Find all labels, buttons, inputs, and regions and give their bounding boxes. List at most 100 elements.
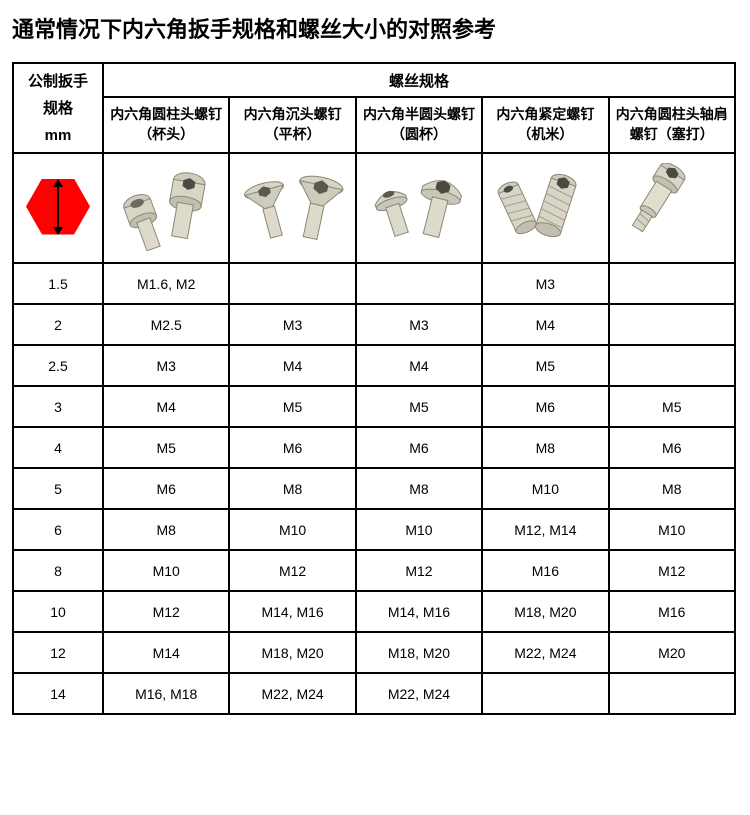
table-row: 10M12M14, M16M14, M16M18, M20M16	[13, 591, 735, 632]
shoulder-screw-icon	[618, 163, 726, 253]
reference-table: 公制扳手 规格 mm 螺丝规格 内六角圆柱头螺钉（杯头） 内六角沉头螺钉（平杯）…	[12, 62, 736, 715]
screw-size-cell: M6	[103, 468, 229, 509]
screw-size-cell: M3	[356, 304, 482, 345]
header-wrench: 公制扳手 规格 mm	[13, 63, 103, 153]
wrench-size-cell: 4	[13, 427, 103, 468]
wrench-size-cell: 8	[13, 550, 103, 591]
column-headers-row: 内六角圆柱头螺钉（杯头） 内六角沉头螺钉（平杯） 内六角半圆头螺钉（圆杯） 内六…	[13, 97, 735, 153]
screw-size-cell: M1.6, M2	[103, 263, 229, 304]
screw-size-cell: M16	[482, 550, 608, 591]
screw-size-cell: M3	[229, 304, 355, 345]
screw-size-cell: M10	[103, 550, 229, 591]
button-head-screw-icon	[365, 168, 473, 248]
screw-size-cell: M8	[229, 468, 355, 509]
screw-size-cell: M4	[103, 386, 229, 427]
wrench-size-cell: 2.5	[13, 345, 103, 386]
screw-size-cell: M5	[609, 386, 735, 427]
table-row: 1.5M1.6, M2 M3	[13, 263, 735, 304]
screw-size-cell: M4	[482, 304, 608, 345]
hex-icon-cell	[13, 153, 103, 263]
wrench-size-cell: 1.5	[13, 263, 103, 304]
screw-size-cell: M2.5	[103, 304, 229, 345]
table-row: 3M4M5M5M6M5	[13, 386, 735, 427]
screw-size-cell: M14, M16	[229, 591, 355, 632]
wrench-size-cell: 3	[13, 386, 103, 427]
set-screw-icon	[491, 167, 599, 249]
screw-size-cell: M22, M24	[482, 632, 608, 673]
socket-cap-screw-icon	[112, 165, 220, 251]
wrench-size-cell: 10	[13, 591, 103, 632]
screw-size-cell: M5	[356, 386, 482, 427]
table-row: 6M8M10M10M12, M14M10	[13, 509, 735, 550]
screw-size-cell: M12, M14	[482, 509, 608, 550]
screw-size-cell	[482, 673, 608, 714]
screw-size-cell: M10	[482, 468, 608, 509]
screw-size-cell: M12	[609, 550, 735, 591]
screw-size-cell: M22, M24	[229, 673, 355, 714]
socket-cap-cell	[103, 153, 229, 263]
screw-size-cell: M16, M18	[103, 673, 229, 714]
col-header-4: 内六角圆柱头轴肩螺钉（塞打）	[609, 97, 735, 153]
button-head-cell	[356, 153, 482, 263]
screw-size-cell	[356, 263, 482, 304]
header-wrench-line3: mm	[45, 127, 72, 144]
hex-wrench-icon	[26, 175, 90, 239]
table-row: 8M10M12M12M16M12	[13, 550, 735, 591]
table-row: 5M6M8M8M10M8	[13, 468, 735, 509]
col-header-1: 内六角沉头螺钉（平杯）	[229, 97, 355, 153]
wrench-size-cell: 6	[13, 509, 103, 550]
screw-size-cell: M18, M20	[229, 632, 355, 673]
screw-size-cell: M8	[482, 427, 608, 468]
table-row: 12M14M18, M20M18, M20M22, M24M20	[13, 632, 735, 673]
wrench-size-cell: 5	[13, 468, 103, 509]
screw-size-cell: M8	[609, 468, 735, 509]
screw-size-cell	[609, 673, 735, 714]
screw-size-cell: M3	[103, 345, 229, 386]
screw-size-cell	[609, 345, 735, 386]
screw-size-cell: M12	[229, 550, 355, 591]
screw-size-cell: M12	[103, 591, 229, 632]
screw-size-cell: M14, M16	[356, 591, 482, 632]
table-row: 4M5M6M6M8M6	[13, 427, 735, 468]
flat-head-cell	[229, 153, 355, 263]
screw-size-cell: M10	[229, 509, 355, 550]
screw-size-cell: M6	[482, 386, 608, 427]
screw-size-cell: M3	[482, 263, 608, 304]
table-row: 2M2.5M3M3M4	[13, 304, 735, 345]
col-header-2: 内六角半圆头螺钉（圆杯）	[356, 97, 482, 153]
screw-size-cell: M4	[229, 345, 355, 386]
table-row: 14M16, M18M22, M24M22, M24	[13, 673, 735, 714]
screw-size-cell	[609, 263, 735, 304]
screw-size-cell: M10	[609, 509, 735, 550]
screw-size-cell	[609, 304, 735, 345]
screw-size-cell: M6	[356, 427, 482, 468]
image-row	[13, 153, 735, 263]
screw-size-cell: M20	[609, 632, 735, 673]
screw-size-cell: M5	[103, 427, 229, 468]
wrench-size-cell: 12	[13, 632, 103, 673]
screw-size-cell: M14	[103, 632, 229, 673]
screw-size-cell: M5	[482, 345, 608, 386]
screw-size-cell	[229, 263, 355, 304]
screw-size-cell: M22, M24	[356, 673, 482, 714]
screw-size-cell: M18, M20	[356, 632, 482, 673]
screw-size-cell: M18, M20	[482, 591, 608, 632]
table-row: 2.5M3M4M4M5	[13, 345, 735, 386]
header-wrench-line1: 公制扳手	[28, 73, 88, 90]
flat-head-screw-icon	[239, 168, 347, 248]
shoulder-screw-cell	[609, 153, 735, 263]
header-screw-spec: 螺丝规格	[103, 63, 735, 97]
screw-size-cell: M8	[103, 509, 229, 550]
screw-size-cell: M4	[356, 345, 482, 386]
wrench-size-cell: 2	[13, 304, 103, 345]
screw-size-cell: M5	[229, 386, 355, 427]
wrench-size-cell: 14	[13, 673, 103, 714]
screw-size-cell: M10	[356, 509, 482, 550]
col-header-0: 内六角圆柱头螺钉（杯头）	[103, 97, 229, 153]
screw-size-cell: M6	[229, 427, 355, 468]
page-title: 通常情况下内六角扳手规格和螺丝大小的对照参考	[12, 12, 738, 44]
col-header-3: 内六角紧定螺钉（机米）	[482, 97, 608, 153]
screw-size-cell: M8	[356, 468, 482, 509]
screw-size-cell: M6	[609, 427, 735, 468]
header-wrench-line2: 规格	[43, 100, 73, 117]
